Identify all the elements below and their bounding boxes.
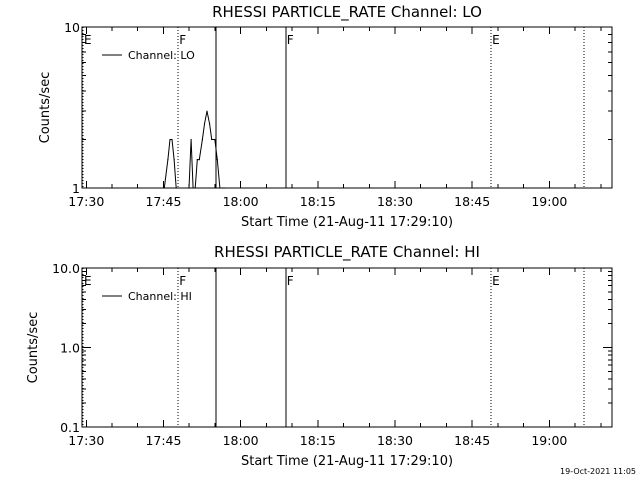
event-flag-label: E — [84, 33, 92, 47]
data-point — [175, 187, 177, 189]
data-point — [194, 187, 196, 189]
chart-panel-2: RHESSI PARTICLE_RATE Channel: HI 17:30 17:… — [26, 243, 613, 469]
x-tick-label: 17:30 — [68, 433, 104, 448]
data-point — [167, 159, 169, 161]
event-flag-label: E — [492, 33, 500, 47]
x-tick-label: 18:00 — [223, 194, 259, 209]
event-flag-label: F — [179, 274, 186, 288]
data-point — [211, 138, 213, 141]
data-point — [214, 138, 216, 141]
x-tick-label: 18:45 — [454, 433, 490, 448]
x-tick-label: 18:15 — [300, 433, 336, 448]
x-tick-label: 17:45 — [145, 194, 181, 209]
event-flag-label: E — [492, 274, 500, 288]
x-tick-label: 17:30 — [68, 194, 104, 209]
data-point — [169, 138, 171, 141]
data-point — [223, 187, 225, 189]
x-tick-label: 18:45 — [454, 194, 490, 209]
data-point — [206, 110, 208, 112]
data-point — [190, 138, 192, 141]
data-point — [201, 138, 203, 141]
data-point — [192, 187, 194, 189]
data-point — [171, 138, 173, 141]
x-tick-label: 19:00 — [531, 194, 567, 209]
data-point — [188, 187, 190, 189]
timestamp: 19-Oct-2021 11:05 — [560, 467, 636, 476]
chart-title: RHESSI PARTICLE_RATE Channel: HI — [214, 243, 480, 262]
y-tick-label: 0.1 — [60, 420, 80, 435]
y-axis-label: Counts/sec — [38, 72, 53, 144]
x-tick-label: 18:00 — [223, 433, 259, 448]
x-tick-label: 18:30 — [377, 194, 413, 209]
data-point — [198, 159, 200, 161]
y-tick-label: 10.0 — [52, 261, 80, 276]
x-tick-label: 18:30 — [377, 433, 413, 448]
x-tick-label: 18:15 — [300, 194, 336, 209]
y-tick-label: 10 — [64, 20, 80, 35]
data-point — [173, 159, 175, 161]
data-point — [219, 187, 221, 189]
legend-label: Channel: HI — [128, 290, 192, 303]
y-tick-label: 1.0 — [60, 341, 80, 356]
x-tick-label: 19:00 — [531, 433, 567, 448]
event-flag-label: F — [287, 33, 294, 47]
event-flag-label: E — [84, 274, 92, 288]
plot-frame — [81, 26, 613, 189]
data-point — [196, 159, 198, 161]
data-series-line — [163, 111, 224, 189]
data-point — [203, 123, 206, 125]
data-point — [209, 123, 211, 125]
x-axis-label: Start Time (21-Aug-11 17:29:10) — [241, 454, 453, 469]
y-axis-label: Counts/sec — [26, 312, 41, 384]
legend-label: Channel: LO — [128, 49, 195, 62]
event-flag-label: F — [179, 33, 186, 47]
chart-panel-1: RHESSI PARTICLE_RATE Channel: LO 17:30 17:… — [38, 3, 613, 230]
data-point — [163, 187, 165, 189]
event-flag-label: F — [287, 274, 294, 288]
data-point — [221, 187, 224, 189]
y-tick-label: 1 — [72, 181, 80, 196]
x-tick-label: 17:45 — [145, 433, 181, 448]
data-point — [216, 159, 218, 161]
x-axis-label: Start Time (21-Aug-11 17:29:10) — [241, 215, 453, 230]
chart-title: RHESSI PARTICLE_RATE Channel: LO — [212, 3, 482, 22]
